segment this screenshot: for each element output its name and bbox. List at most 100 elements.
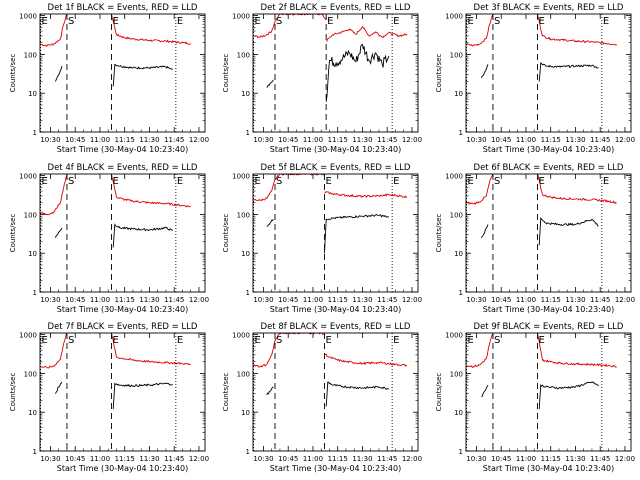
lld-series-segment [111, 174, 191, 208]
x-tick-label: 10:45 [491, 296, 511, 304]
x-tick-label: 12:00 [402, 296, 422, 304]
y-tick-label: 1 [246, 448, 250, 456]
x-tick-label: 11:30 [139, 455, 159, 463]
y-axis-label: Counts/sec [222, 373, 230, 412]
x-tick-label: 11:00 [303, 296, 323, 304]
events-series-segment [324, 213, 390, 254]
marker-label: E [42, 335, 48, 346]
y-tick-label: 100 [237, 51, 250, 59]
plot-area [40, 333, 191, 410]
marker-label: E [113, 335, 119, 346]
marker-label: E [539, 176, 545, 187]
chart-title: Det 1f BLACK = Events, RED = LLD [48, 3, 198, 13]
lld-series-segment [324, 353, 407, 367]
y-tick-label: 1 [33, 448, 37, 456]
y-tick-label: 100 [237, 370, 250, 378]
x-tick-label: 10:30 [253, 455, 273, 463]
marker-label: E [255, 176, 261, 187]
x-tick-label: 11:45 [164, 136, 184, 144]
x-tick-label: 11:30 [565, 136, 585, 144]
x-tick-label: 10:30 [466, 296, 486, 304]
y-axis-label: Counts/sec [435, 373, 443, 412]
marker-label: E [539, 16, 545, 27]
plot-frame [252, 13, 419, 133]
y-tick-label: 1 [246, 289, 250, 297]
plot-frame [39, 173, 206, 293]
y-tick-label: 100 [450, 211, 463, 219]
x-tick-label: 11:15 [115, 455, 135, 463]
x-tick-label: 11:00 [516, 296, 536, 304]
marker-label: E [42, 16, 48, 27]
x-tick-label: 12:00 [189, 296, 209, 304]
y-tick-label: 1 [246, 129, 250, 137]
marker-label: E [177, 176, 183, 187]
events-series-segment [112, 223, 173, 248]
x-tick-label: 11:45 [377, 455, 397, 463]
y-axis-label: Counts/sec [222, 54, 230, 93]
chart-panel-5: Det 5f BLACK = Events, RED = LLD Counts/s… [222, 163, 422, 314]
marker-label: S [68, 176, 74, 187]
y-tick-label: 1000 [232, 173, 250, 181]
chart-panel-4: Det 4f BLACK = Events, RED = LLD Counts/s… [9, 163, 209, 314]
events-series-segment [480, 64, 489, 78]
marker-label: E [177, 335, 183, 346]
plot-frame [465, 173, 632, 293]
events-series-segment [481, 384, 489, 398]
events-series-segment [266, 219, 274, 227]
y-axis-label: Counts/sec [222, 214, 230, 253]
x-tick-label: 11:00 [90, 136, 110, 144]
x-tick-label: 11:15 [115, 296, 135, 304]
x-axis-label: Start Time (30-May-04 10:23:40) [483, 305, 614, 314]
marker-label: E [177, 16, 183, 27]
x-tick-label: 11:45 [164, 296, 184, 304]
x-tick-label: 10:45 [278, 136, 298, 144]
x-tick-label: 12:00 [615, 136, 635, 144]
y-tick-label: 1000 [19, 173, 37, 181]
plot-frame [465, 332, 632, 452]
x-tick-label: 10:30 [466, 455, 486, 463]
x-tick-label: 11:45 [590, 296, 610, 304]
events-series-segment [481, 224, 489, 239]
x-tick-label: 12:00 [615, 296, 635, 304]
y-tick-label: 10 [454, 409, 463, 417]
marker-label: E [468, 16, 474, 27]
plot-area [466, 14, 617, 82]
marker-label: E [603, 16, 609, 27]
chart-title: Det 9f BLACK = Events, RED = LLD [474, 322, 624, 332]
lld-series-segment [111, 333, 191, 365]
x-tick-label: 10:30 [253, 136, 273, 144]
y-axis-label: Counts/sec [435, 214, 443, 253]
y-tick-label: 1000 [232, 13, 250, 21]
marker-label: E [327, 16, 333, 27]
x-tick-label: 11:30 [139, 296, 159, 304]
marker-label: S [276, 335, 282, 346]
x-tick-label: 11:00 [516, 455, 536, 463]
events-series-segment [54, 227, 63, 238]
x-tick-label: 10:45 [65, 455, 85, 463]
x-tick-label: 10:45 [491, 136, 511, 144]
y-tick-label: 100 [24, 51, 37, 59]
events-series-segment [112, 63, 173, 87]
y-tick-label: 10 [241, 409, 250, 417]
chart-panel-9: Det 9f BLACK = Events, RED = LLD Counts/s… [435, 322, 635, 473]
plot-area [253, 333, 407, 407]
x-axis-label: Start Time (30-May-04 10:23:40) [270, 305, 401, 314]
y-tick-label: 1000 [445, 13, 463, 21]
x-tick-label: 11:15 [541, 296, 561, 304]
lld-series-segment [40, 333, 68, 369]
x-axis-label: Start Time (30-May-04 10:23:40) [57, 464, 188, 473]
x-tick-label: 12:00 [189, 455, 209, 463]
marker-label: S [276, 16, 282, 27]
lld-series-segment [324, 191, 408, 199]
x-tick-label: 12:00 [402, 136, 422, 144]
marker-label: E [603, 176, 609, 187]
y-tick-label: 1000 [445, 173, 463, 181]
x-tick-label: 11:00 [303, 136, 323, 144]
plot-area [253, 14, 408, 102]
y-tick-label: 1000 [19, 332, 37, 340]
lld-series-segment [466, 333, 494, 368]
x-tick-label: 11:00 [90, 455, 110, 463]
y-tick-label: 10 [241, 90, 250, 98]
chart-panel-2: Det 2f BLACK = Events, RED = LLD Counts/s… [222, 3, 422, 154]
lld-series-segment [466, 174, 494, 205]
